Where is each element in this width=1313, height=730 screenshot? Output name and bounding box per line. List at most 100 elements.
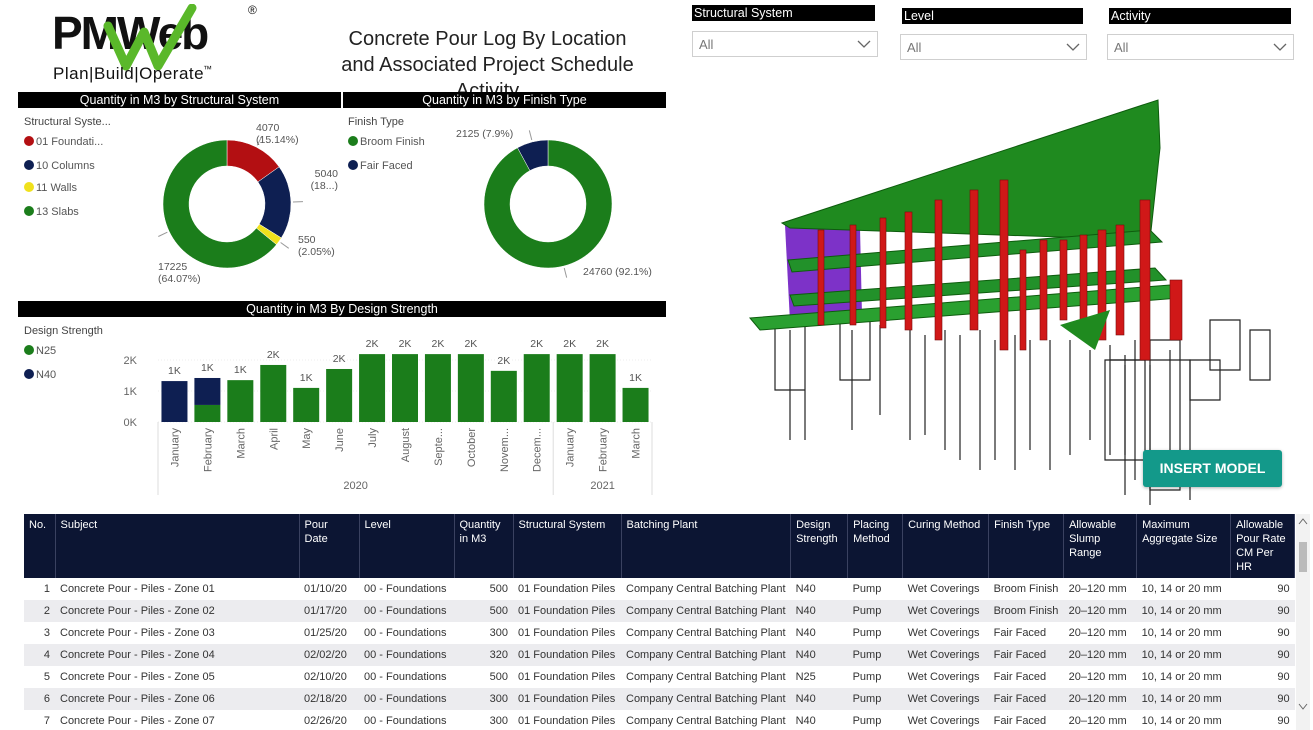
table-cell: Fair Faced xyxy=(993,627,1047,639)
insert-model-button[interactable]: INSERT MODEL xyxy=(1143,450,1282,487)
leader-line xyxy=(158,231,168,237)
table-cell: N40 xyxy=(790,688,848,710)
legend-marker xyxy=(24,206,34,216)
table-cell: 01/25/20 xyxy=(304,627,347,639)
table-cell: Concrete Pour - Piles - Zone 05 xyxy=(60,671,215,683)
data-label: 2K xyxy=(366,338,379,350)
donut-slice xyxy=(483,139,613,269)
table-cell: Company Central Batching Plant xyxy=(621,688,791,710)
table-cell: 90 xyxy=(1230,688,1295,710)
table-cell: 00 - Foundations xyxy=(364,627,447,639)
table-cell: Pump xyxy=(852,583,882,595)
section-title: Quantity in M3 by Finish Type xyxy=(343,92,666,108)
bar-segment xyxy=(326,368,353,422)
table-cell: 90 xyxy=(1277,671,1290,683)
table-cell: 300 xyxy=(489,715,508,727)
column-header: No. xyxy=(24,514,56,578)
table-cell: 10, 14 or 20 mm xyxy=(1141,715,1222,727)
x-tick-label: July xyxy=(367,428,379,448)
data-label: 1K xyxy=(234,364,247,376)
legend-title: Design Strength xyxy=(24,325,103,337)
bar-segment xyxy=(556,354,583,422)
data-label: 2125 (7.9%) xyxy=(456,128,514,140)
filter-dropdown[interactable]: All xyxy=(900,34,1087,60)
bar-segment xyxy=(194,377,221,405)
legend-label: Broom Finish xyxy=(360,136,425,148)
table-cell: 90 xyxy=(1277,583,1290,595)
logo-swoosh xyxy=(103,4,197,71)
table-cell: Concrete Pour - Piles - Zone 07 xyxy=(60,715,215,727)
logo-registered: ® xyxy=(248,3,257,17)
table-row: 6 Concrete Pour - Piles - Zone 06 02/18/20… xyxy=(24,688,1295,710)
legend-label: N25 xyxy=(36,345,56,357)
filter-value: All xyxy=(1114,40,1129,55)
data-label: 2K xyxy=(432,338,445,350)
column-header: Curing Method xyxy=(902,514,990,578)
table-cell: Wet Coverings xyxy=(907,627,980,639)
filter-label: Structural System xyxy=(692,5,875,21)
table-cell: 90 xyxy=(1230,644,1295,666)
bar-segment xyxy=(523,354,550,422)
table-cell: Broom Finish xyxy=(988,600,1064,622)
legend-label: N40 xyxy=(36,369,56,381)
table-cell: 01 Foundation Piles xyxy=(513,688,621,710)
bar-segment xyxy=(392,354,418,422)
table-cell: 20–120 mm xyxy=(1068,583,1127,595)
table-cell: Fair Faced xyxy=(988,644,1064,666)
section-title: Quantity in M3 by Structural System xyxy=(18,92,341,108)
table-cell: 01 Foundation Piles xyxy=(518,627,616,639)
x-tick-label: March xyxy=(235,428,247,459)
bar-segment xyxy=(260,364,287,422)
model-view xyxy=(748,99,1271,505)
x-tick-label: February xyxy=(202,428,214,473)
table-cell: 500 xyxy=(489,671,508,683)
table-cell: 02/18/20 xyxy=(299,688,359,710)
table-cell: 7 xyxy=(43,715,50,727)
leader-line xyxy=(256,136,263,146)
table-cell: 5 xyxy=(43,671,50,683)
column-header: Finish Type xyxy=(988,514,1065,578)
data-label: 24760 (92.1%) xyxy=(583,266,652,278)
table-cell: Pump xyxy=(847,688,903,710)
x-tick-label: August xyxy=(400,428,412,462)
filter-dropdown[interactable]: All xyxy=(692,31,878,57)
table-cell: 300 xyxy=(489,627,508,639)
donut-slice xyxy=(517,139,549,171)
chevron xyxy=(857,40,871,48)
bar-segment xyxy=(622,387,649,422)
bar-segment xyxy=(359,354,386,422)
table-cell: 02/10/20 xyxy=(304,671,347,683)
table-cell: 6 xyxy=(24,688,55,710)
table-row: 7 Concrete Pour - Piles - Zone 07 02/26/20… xyxy=(24,710,1295,730)
chevron xyxy=(1066,43,1080,51)
table-cell: 01/10/20 xyxy=(304,583,347,595)
table-cell: 20–120 mm xyxy=(1063,644,1137,666)
legend-title: Structural Syste... xyxy=(24,116,111,128)
data-label: 4070 (15.14%) xyxy=(256,122,299,146)
table-cell: 02/26/20 xyxy=(304,715,347,727)
table-cell: N40 xyxy=(790,600,848,622)
legend-title: Finish Type xyxy=(348,116,405,128)
table-cell: 01 Foundation Piles xyxy=(513,600,621,622)
data-label: 1K xyxy=(300,372,313,384)
table-cell: N40 xyxy=(790,644,848,666)
table-cell: Pump xyxy=(847,644,903,666)
charts: 01 Foundati... 10 Columns 11 Walls 13 Slabs… xyxy=(24,130,653,495)
table-cell: 320 xyxy=(454,644,513,666)
table-cell: 01/17/20 xyxy=(299,600,359,622)
leader-line xyxy=(563,267,568,278)
table-cell: Concrete Pour - Piles - Zone 03 xyxy=(60,627,215,639)
table-cell: N40 xyxy=(795,583,816,595)
filter-dropdown[interactable]: All xyxy=(1107,34,1294,60)
data-label: 2K xyxy=(563,338,576,350)
table-cell: 00 - Foundations xyxy=(364,671,447,683)
column-header: Level xyxy=(359,514,455,578)
legend-marker xyxy=(24,369,34,379)
legend-marker xyxy=(24,345,34,355)
table-cell: 500 xyxy=(454,600,513,622)
data-label: 1K xyxy=(201,362,214,374)
x-tick-label: January xyxy=(565,428,577,468)
table-cell: Concrete Pour - Piles - Zone 02 xyxy=(55,600,299,622)
column-header: Structural System xyxy=(513,514,622,578)
bar-segment xyxy=(490,370,517,422)
